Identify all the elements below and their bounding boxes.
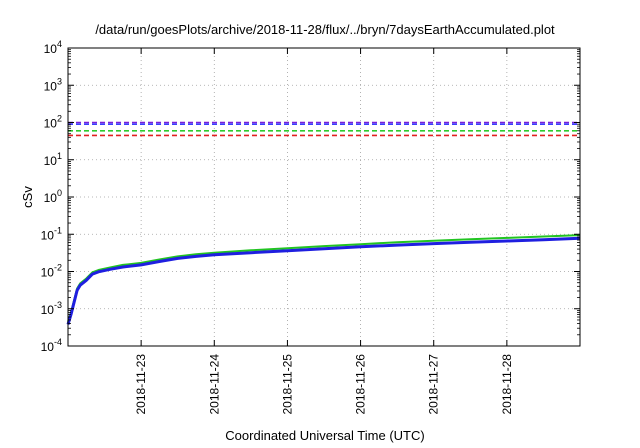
y-tick-label: 10-4 <box>41 337 62 354</box>
x-tick-label: 2018-11-27 <box>427 354 441 415</box>
grid-layer <box>68 48 580 346</box>
y-tick-label: 103 <box>44 76 62 93</box>
x-tick-label: 2018-11-26 <box>354 354 368 415</box>
y-tick-label: 101 <box>44 151 62 168</box>
y-tick-label: 102 <box>44 114 62 131</box>
x-tick-label: 2018-11-23 <box>134 354 148 415</box>
x-tick-label: 2018-11-25 <box>280 354 294 415</box>
y-axis-label: cSv <box>20 186 35 208</box>
x-tick-label: 2018-11-28 <box>500 354 514 415</box>
y-tick-label: 100 <box>44 188 62 205</box>
threshold-layer <box>68 121 580 137</box>
tick-layer: 10-4 10-3 10-2 10-1 100 101 102 103 104 2018-11-2… <box>41 39 580 415</box>
x-axis-label: Coordinated Universal Time (UTC) <box>225 428 424 443</box>
y-tick-label: 10-2 <box>41 263 62 280</box>
chart-title: /data/run/goesPlots/archive/2018-11-28/f… <box>95 22 555 37</box>
y-tick-label: 104 <box>44 39 62 56</box>
series-layer <box>66 234 581 325</box>
x-tick-label: 2018-11-24 <box>207 354 221 415</box>
y-tick-label: 10-3 <box>41 300 62 317</box>
series-line <box>66 236 581 325</box>
y-tick-label: 10-1 <box>41 225 62 242</box>
